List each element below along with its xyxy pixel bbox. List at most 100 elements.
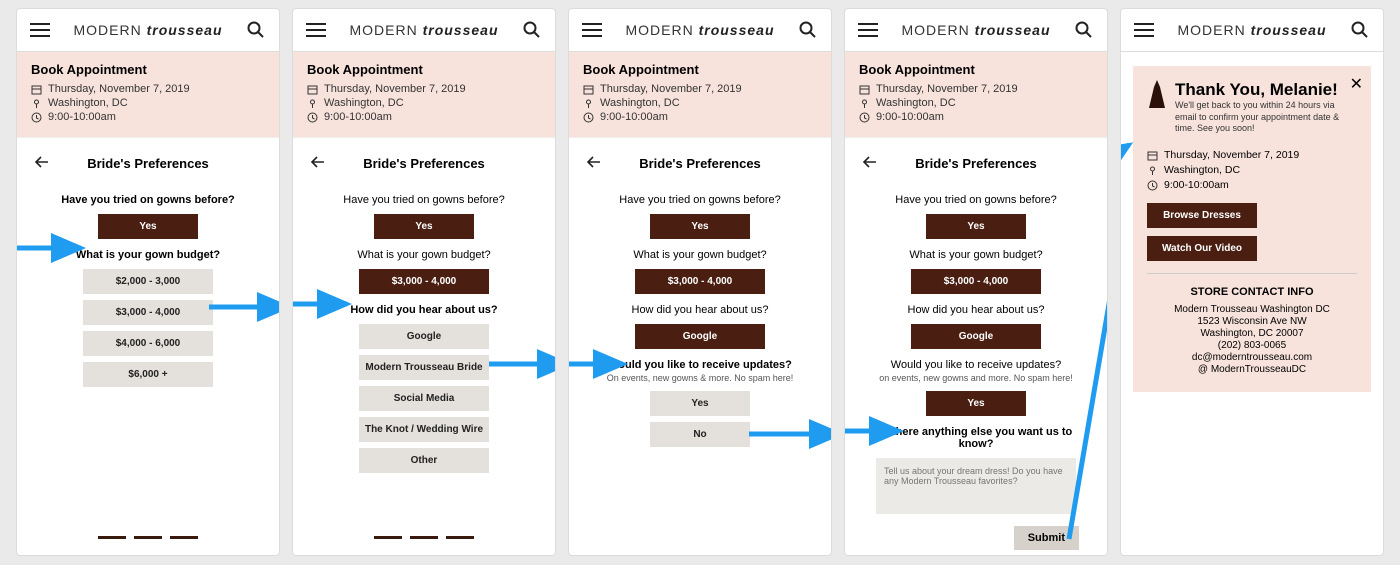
summary-date: Thursday, November 7, 2019 [31, 83, 265, 95]
watch-video-button[interactable]: Watch Our Video [1147, 236, 1257, 261]
option-budget-4[interactable]: $6,000 + [83, 362, 213, 387]
question-updates-sub: on events, new gowns and more. No spam h… [863, 373, 1089, 383]
pin-icon [1147, 165, 1158, 176]
option-budget-2-selected[interactable]: $3,000 - 4,000 [359, 269, 489, 294]
thanks-body: We'll get back to you within 24 hours vi… [1175, 100, 1357, 135]
logo-text-2: trousseau [147, 22, 223, 38]
menu-icon[interactable] [579, 17, 605, 43]
back-icon[interactable] [859, 152, 881, 174]
close-icon[interactable]: ✕ [1350, 74, 1363, 94]
question-hear: How did you hear about us? [863, 304, 1089, 316]
option-updates-no[interactable]: No [650, 422, 750, 447]
logo: MODERN trousseau [881, 22, 1071, 38]
browse-dresses-button[interactable]: Browse Dresses [1147, 203, 1257, 228]
summary-date: Thursday, November 7, 2019 [583, 83, 817, 95]
summary-time: 9:00-10:00am [307, 111, 541, 123]
store-heading: STORE CONTACT INFO [1147, 286, 1357, 298]
section-header: Bride's Preferences [569, 137, 831, 180]
thanks-title: Thank You, Melanie! [1175, 80, 1357, 100]
calendar-icon [307, 84, 318, 95]
progress-indicator [17, 524, 279, 555]
option-yes[interactable]: Yes [650, 214, 750, 239]
question-budget: What is your gown budget? [587, 249, 813, 261]
menu-icon[interactable] [27, 17, 53, 43]
search-icon[interactable] [243, 17, 269, 43]
summary-time: 9:00-10:00am [583, 111, 817, 123]
summary-heading: Book Appointment [307, 62, 541, 77]
logo: MODERN trousseau [329, 22, 519, 38]
store-handle: @ ModernTrousseauDC [1147, 364, 1357, 375]
search-icon[interactable] [519, 17, 545, 43]
question-hear: How did you hear about us? [587, 304, 813, 316]
question-updates: Would you like to receive updates? [863, 359, 1089, 371]
option-yes[interactable]: Yes [98, 214, 198, 239]
summary-heading: Book Appointment [859, 62, 1093, 77]
top-bar: MODERN trousseau [845, 9, 1107, 52]
question-content: Have you tried on gowns before? Yes What… [569, 180, 831, 463]
clock-icon [859, 112, 870, 123]
progress-indicator [293, 524, 555, 555]
option-budget-2-selected[interactable]: $3,000 - 4,000 [911, 269, 1041, 294]
logo-text-1: MODERN [73, 22, 141, 38]
summary-location: Washington, DC [307, 97, 541, 109]
pin-icon [307, 98, 318, 109]
clock-icon [307, 112, 318, 123]
option-hear-mtb[interactable]: Modern Trousseau Bride [359, 355, 489, 380]
menu-icon[interactable] [1131, 17, 1157, 43]
summary-heading: Book Appointment [583, 62, 817, 77]
question-content: Have you tried on gowns before? Yes What… [845, 180, 1107, 556]
store-email: dc@moderntrousseau.com [1147, 352, 1357, 363]
pin-icon [583, 98, 594, 109]
search-icon[interactable] [1071, 17, 1097, 43]
menu-icon[interactable] [303, 17, 329, 43]
booking-summary: Book Appointment Thursday, November 7, 2… [845, 52, 1107, 137]
option-hear-knot[interactable]: The Knot / Wedding Wire [359, 417, 489, 442]
back-icon[interactable] [307, 152, 329, 174]
option-yes[interactable]: Yes [374, 214, 474, 239]
option-budget-3[interactable]: $4,000 - 6,000 [83, 331, 213, 356]
section-title: Bride's Preferences [329, 156, 519, 171]
question-hear: How did you hear about us? [311, 304, 537, 316]
clock-icon [583, 112, 594, 123]
store-name: Modern Trousseau Washington DC [1147, 304, 1357, 315]
section-title: Bride's Preferences [881, 156, 1071, 171]
option-yes[interactable]: Yes [926, 214, 1026, 239]
menu-icon[interactable] [855, 17, 881, 43]
logo: MODERN trousseau [605, 22, 795, 38]
back-icon[interactable] [31, 152, 53, 174]
screen-1: MODERN trousseau Book Appointment Thursd… [16, 8, 280, 556]
calendar-icon [583, 84, 594, 95]
store-addr2: Washington, DC 20007 [1147, 328, 1357, 339]
search-icon[interactable] [1347, 17, 1373, 43]
dress-icon [1147, 80, 1167, 110]
screen-4: MODERN trousseau Book Appointment Thursd… [844, 8, 1108, 556]
option-updates-yes[interactable]: Yes [650, 391, 750, 416]
question-budget: What is your gown budget? [311, 249, 537, 261]
screen-5: MODERN trousseau ✕ Thank You, Melanie! W… [1120, 8, 1384, 556]
notes-input[interactable] [876, 458, 1076, 514]
top-bar: MODERN trousseau [293, 9, 555, 52]
option-updates-yes-selected[interactable]: Yes [926, 391, 1026, 416]
booking-summary: Book Appointment Thursday, November 7, 2… [17, 52, 279, 137]
option-budget-1[interactable]: $2,000 - 3,000 [83, 269, 213, 294]
option-hear-google-selected[interactable]: Google [635, 324, 765, 349]
option-hear-other[interactable]: Other [359, 448, 489, 473]
question-tried-on: Have you tried on gowns before? [311, 194, 537, 206]
question-content: Have you tried on gowns before? Yes What… [17, 180, 279, 403]
clock-icon [1147, 180, 1158, 191]
pin-icon [859, 98, 870, 109]
store-phone: (202) 803-0065 [1147, 340, 1357, 351]
option-budget-2[interactable]: $3,000 - 4,000 [83, 300, 213, 325]
search-icon[interactable] [795, 17, 821, 43]
option-budget-2-selected[interactable]: $3,000 - 4,000 [635, 269, 765, 294]
thank-you-card: ✕ Thank You, Melanie! We'll get back to … [1133, 66, 1371, 392]
submit-button[interactable]: Submit [1014, 526, 1079, 550]
option-hear-google-selected[interactable]: Google [911, 324, 1041, 349]
conf-time: 9:00-10:00am [1147, 179, 1357, 191]
back-icon[interactable] [583, 152, 605, 174]
question-tried-on: Have you tried on gowns before? [35, 194, 261, 206]
top-bar: MODERN trousseau [1121, 9, 1383, 52]
option-hear-google[interactable]: Google [359, 324, 489, 349]
option-hear-social[interactable]: Social Media [359, 386, 489, 411]
store-contact: STORE CONTACT INFO Modern Trousseau Wash… [1147, 286, 1357, 375]
